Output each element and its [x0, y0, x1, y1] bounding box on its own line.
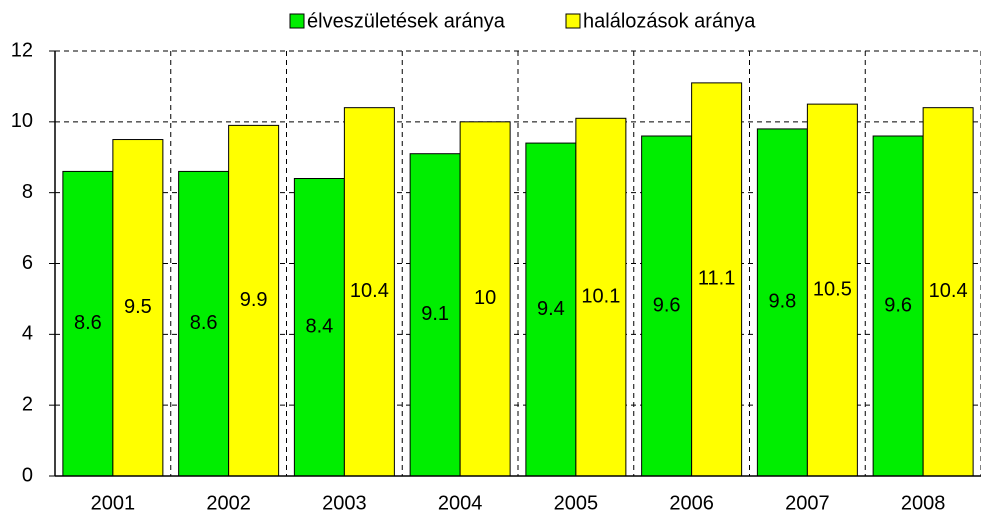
data-label: 11.1	[698, 268, 735, 290]
legend-swatch	[565, 13, 581, 29]
y-tick-label: 8	[22, 181, 33, 203]
bar	[409, 153, 461, 477]
data-label: 8.4	[305, 316, 333, 338]
bar	[872, 135, 924, 477]
data-label: 9.4	[537, 298, 565, 320]
data-label: 9.5	[124, 296, 152, 318]
bar	[691, 82, 743, 477]
y-tick-label: 12	[11, 39, 33, 61]
x-tick-label: 2008	[901, 492, 946, 514]
bar	[641, 135, 693, 477]
y-tick-label: 10	[11, 110, 33, 132]
data-label: 10.1	[581, 285, 620, 307]
bar	[525, 142, 577, 477]
x-tick-label: 2004	[438, 492, 483, 514]
data-label: 10.5	[813, 278, 852, 300]
bar	[293, 178, 345, 477]
bar	[575, 117, 627, 477]
bar	[228, 124, 280, 477]
x-tick-label: 2001	[91, 492, 136, 514]
x-tick-label: 2003	[322, 492, 367, 514]
legend-label: halálozások aránya	[583, 10, 756, 32]
data-label: 10.4	[350, 280, 389, 302]
data-label: 9.1	[421, 303, 449, 325]
bar	[343, 107, 395, 477]
data-label: 9.6	[884, 294, 912, 316]
bar	[178, 170, 230, 477]
x-tick-label: 2005	[554, 492, 599, 514]
bar	[459, 121, 511, 477]
data-label: 9.8	[768, 291, 796, 313]
data-label: 8.6	[190, 312, 218, 334]
y-tick-label: 2	[22, 393, 33, 415]
x-tick-label: 2002	[206, 492, 251, 514]
x-tick-label: 2007	[785, 492, 830, 514]
data-label: 8.6	[74, 312, 102, 334]
x-tick-label: 2006	[669, 492, 714, 514]
legend-label: élveszületések aránya	[307, 10, 506, 32]
y-tick-label: 0	[22, 464, 33, 486]
data-label: 10.4	[929, 280, 968, 302]
bar	[922, 107, 974, 477]
bar	[112, 139, 164, 477]
legend-swatch	[289, 13, 305, 29]
data-label: 9.9	[240, 289, 268, 311]
data-label: 10	[474, 287, 496, 309]
y-tick-label: 4	[22, 323, 33, 345]
data-label: 9.6	[653, 294, 681, 316]
y-tick-label: 6	[22, 252, 33, 274]
